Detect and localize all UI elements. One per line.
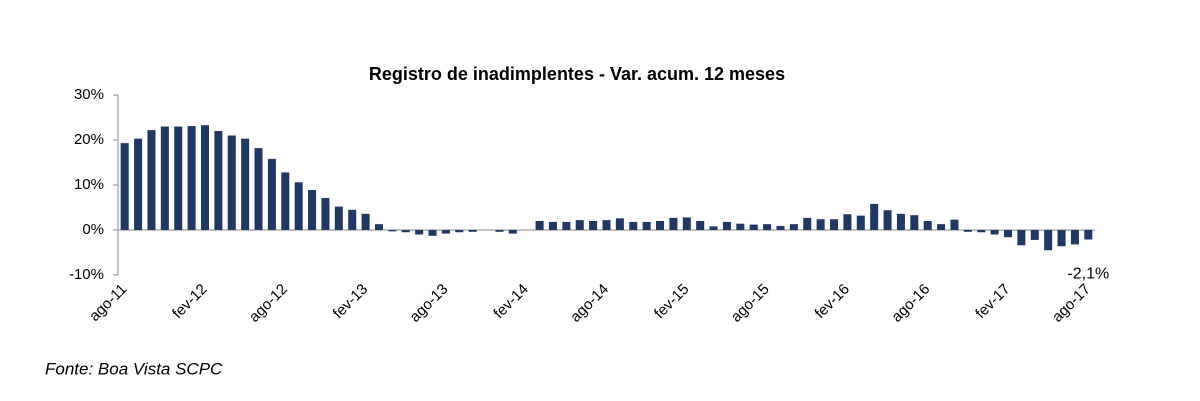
bar xyxy=(803,217,812,230)
x-tick-label: ago-12 xyxy=(246,281,291,326)
bar xyxy=(830,219,839,230)
y-tick-label: 0% xyxy=(82,221,104,238)
bar xyxy=(374,224,383,230)
bar xyxy=(990,230,999,235)
bar xyxy=(736,223,745,230)
bar xyxy=(308,189,317,230)
bar xyxy=(535,221,544,230)
x-tick-label: ago-11 xyxy=(86,281,130,325)
bar xyxy=(334,206,343,230)
bar xyxy=(415,230,424,235)
y-tick-label: 20% xyxy=(74,131,104,148)
x-tick-label: ago-14 xyxy=(567,281,612,326)
bar xyxy=(722,221,731,230)
bar xyxy=(401,230,410,233)
bar xyxy=(214,131,223,230)
bar xyxy=(682,217,691,230)
y-tick-label: 30% xyxy=(74,86,104,103)
bar xyxy=(321,198,330,230)
bar xyxy=(696,221,705,230)
bar xyxy=(1070,230,1079,245)
bar xyxy=(120,143,129,230)
bar xyxy=(950,219,959,230)
bar xyxy=(656,221,665,230)
bar xyxy=(589,221,598,230)
bar xyxy=(615,218,624,230)
bar xyxy=(629,221,638,230)
x-tick-label: fev-17 xyxy=(972,281,1014,323)
bar xyxy=(200,125,210,230)
y-tick-label: -10% xyxy=(69,266,104,283)
bar xyxy=(241,138,250,230)
bar xyxy=(1044,230,1053,251)
bar xyxy=(923,221,932,230)
bar xyxy=(174,126,183,230)
bar xyxy=(669,217,678,230)
x-tick-label: ago-17 xyxy=(1049,281,1094,326)
bar xyxy=(227,135,236,230)
x-tick-label: ago-15 xyxy=(728,281,773,326)
bar xyxy=(187,126,196,230)
bar xyxy=(562,221,571,230)
x-tick-label: fev-13 xyxy=(330,281,372,323)
bar xyxy=(1030,230,1039,240)
bar xyxy=(281,172,290,230)
x-tick-label: fev-15 xyxy=(651,281,693,323)
bar xyxy=(267,158,276,230)
bar xyxy=(763,224,772,230)
bar xyxy=(1003,230,1013,238)
bar xyxy=(294,182,303,230)
x-tick-label: fev-14 xyxy=(490,281,532,323)
x-tick-label: fev-16 xyxy=(812,281,854,323)
bar xyxy=(963,230,972,232)
bar xyxy=(548,221,557,230)
bar xyxy=(1057,230,1066,247)
bar xyxy=(789,224,798,230)
bar xyxy=(937,224,946,230)
bar xyxy=(910,215,919,230)
bar xyxy=(870,203,879,230)
bar xyxy=(508,230,517,234)
bar xyxy=(455,230,464,233)
x-tick-label: ago-13 xyxy=(406,281,451,326)
bar xyxy=(883,210,892,230)
source-note: Fonte: Boa Vista SCPC xyxy=(45,359,223,378)
bar xyxy=(856,215,865,230)
bar xyxy=(1084,230,1093,240)
x-tick-label: fev-12 xyxy=(169,281,211,323)
bar xyxy=(495,230,504,232)
bar xyxy=(575,220,584,230)
bar xyxy=(977,230,986,233)
bar xyxy=(348,209,357,230)
x-tick-label: ago-16 xyxy=(888,281,933,326)
bar xyxy=(254,148,263,230)
bar xyxy=(642,221,651,230)
y-tick-label: 10% xyxy=(74,176,104,193)
bar xyxy=(361,213,370,230)
bar xyxy=(160,126,169,230)
data-label: -2,1% xyxy=(1067,266,1109,283)
bar xyxy=(709,226,718,230)
bar xyxy=(749,224,758,230)
bar xyxy=(1017,230,1026,246)
bar xyxy=(776,225,785,230)
bar xyxy=(843,214,852,230)
bar xyxy=(816,219,825,230)
bar xyxy=(388,230,397,232)
bar xyxy=(468,230,477,232)
bar xyxy=(441,230,450,234)
bar xyxy=(134,138,143,230)
bar xyxy=(896,213,905,230)
bar xyxy=(428,230,437,236)
chart-title: Registro de inadimplentes - Var. acum. 1… xyxy=(369,64,785,84)
bar xyxy=(602,220,611,230)
bar xyxy=(147,130,156,230)
